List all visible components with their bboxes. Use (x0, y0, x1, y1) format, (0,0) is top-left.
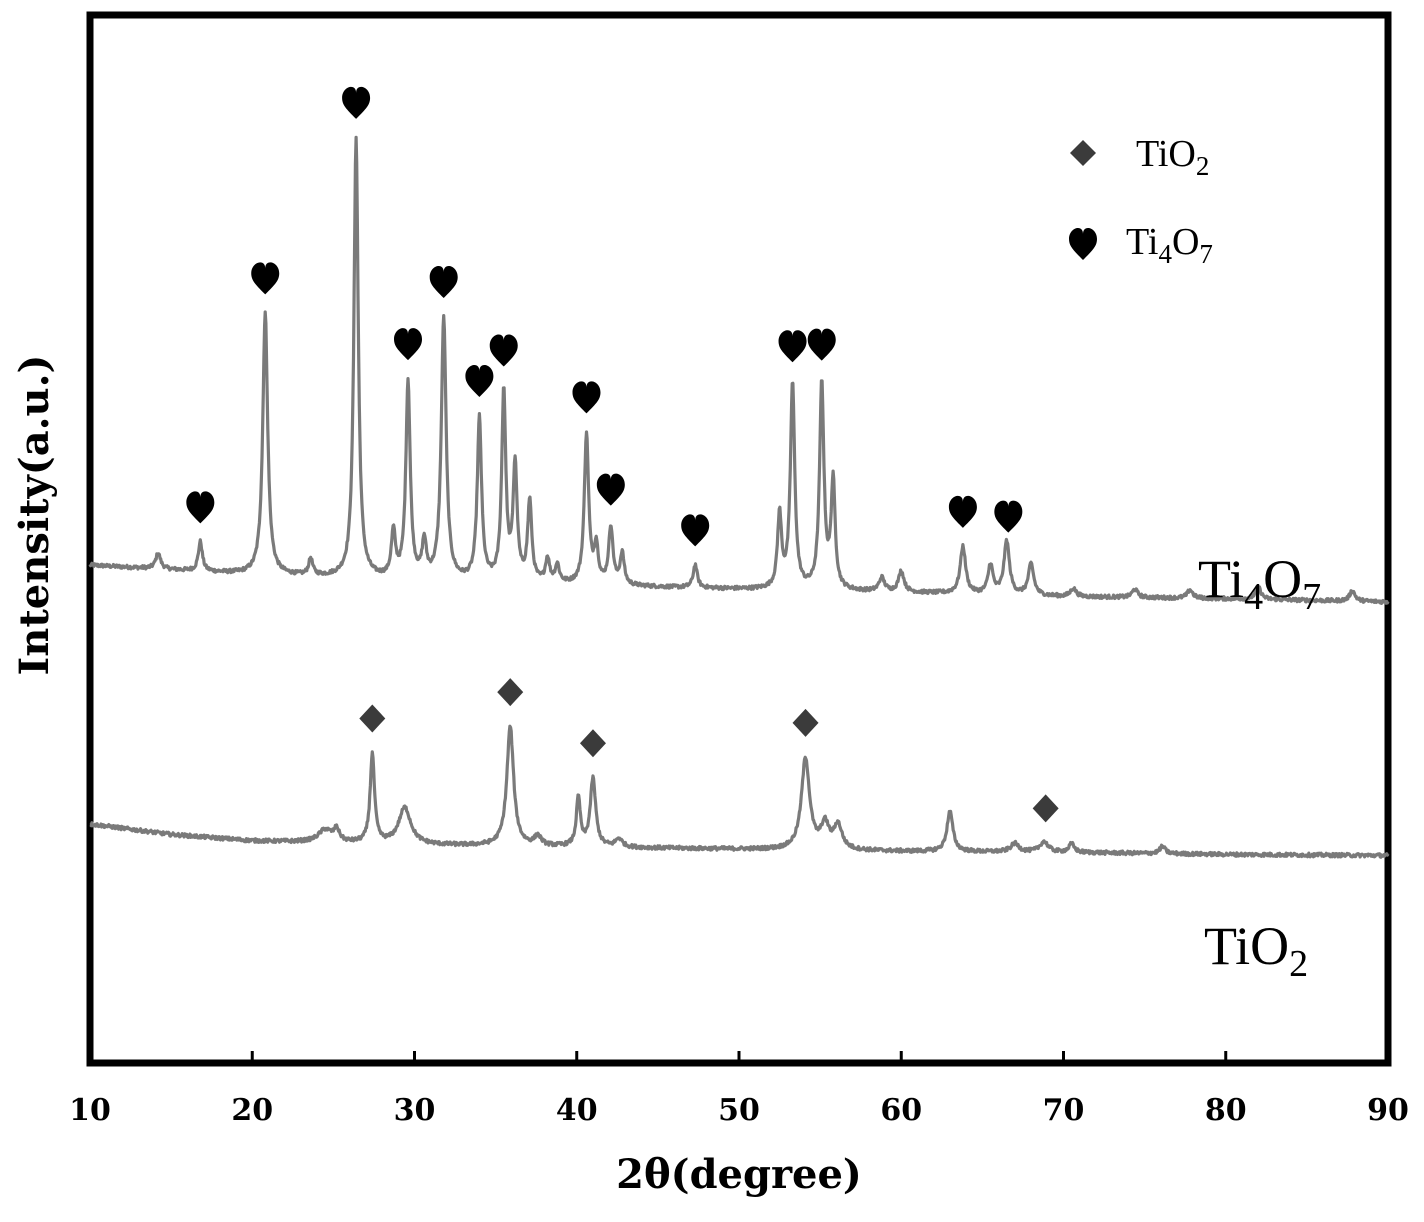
peak-marker-diamond-icon (1032, 794, 1059, 823)
legend: TiO2 Ti4O7 (1069, 133, 1213, 269)
x-tick-label-90: 90 (1367, 1093, 1409, 1128)
x-tick-label-80: 80 (1205, 1093, 1247, 1128)
peak-marker-diamond-icon (792, 708, 819, 737)
peak-marker-heart-icon (596, 473, 625, 506)
series-label-tio2: TiO2 (1204, 916, 1308, 985)
legend-label-tio2: TiO2 (1136, 133, 1209, 181)
x-tick-label-70: 70 (1043, 1093, 1085, 1128)
peak-marker-diamond-icon (579, 729, 606, 758)
peak-marker-heart-icon (251, 262, 280, 295)
series-line-ti4o7 (88, 135, 1390, 605)
peak-marker-heart-icon (572, 381, 601, 414)
peak-marker-heart-icon (994, 500, 1023, 533)
series-label-ti4o7: Ti4O7 (1198, 549, 1321, 618)
legend-heart-icon (1069, 228, 1097, 260)
x-tick-label-40: 40 (556, 1093, 598, 1128)
peak-markers (186, 86, 1059, 823)
x-axis-ticks: 10 20 30 40 50 60 70 80 90 (69, 1051, 1409, 1128)
series-label-ti4o7-sub2: 7 (1302, 576, 1321, 618)
peak-marker-heart-icon (489, 334, 518, 367)
peak-marker-heart-icon (342, 86, 371, 119)
legend-label-ti4o7-mid: O (1172, 221, 1199, 263)
peak-marker-diamond-icon (359, 704, 386, 733)
series-label-ti4o7-base: Ti (1198, 549, 1244, 609)
peak-marker-diamond-icon (497, 678, 524, 707)
legend-label-ti4o7-base: Ti (1126, 221, 1158, 263)
peak-marker-heart-icon (681, 514, 710, 547)
x-tick-label-50: 50 (718, 1093, 760, 1128)
legend-label-tio2-base: TiO (1136, 133, 1196, 175)
peak-marker-heart-icon (186, 491, 215, 524)
series-label-ti4o7-sub1: 4 (1244, 576, 1263, 618)
series-layer (88, 135, 1390, 859)
peak-marker-heart-icon (465, 364, 494, 397)
y-axis-title: Intensity(a.u.) (11, 355, 58, 676)
peak-marker-heart-icon (778, 330, 807, 363)
peak-marker-heart-icon (948, 495, 977, 528)
legend-label-tio2-sub: 2 (1196, 151, 1210, 181)
x-axis-title: 2θ(degree) (616, 1151, 862, 1198)
series-label-tio2-base: TiO (1204, 916, 1289, 976)
peak-marker-heart-icon (807, 328, 836, 361)
legend-label-ti4o7-sub1: 4 (1158, 239, 1172, 269)
series-label-ti4o7-mid: O (1263, 549, 1302, 609)
peak-marker-heart-icon (394, 328, 423, 361)
x-tick-label-20: 20 (231, 1093, 273, 1128)
legend-label-ti4o7-sub2: 7 (1199, 239, 1213, 269)
x-tick-label-60: 60 (880, 1093, 922, 1128)
legend-label-ti4o7: Ti4O7 (1126, 221, 1213, 269)
peak-marker-heart-icon (429, 266, 458, 299)
series-line-tio2 (89, 724, 1390, 859)
x-tick-label-10: 10 (69, 1093, 111, 1128)
series-label-tio2-sub: 2 (1289, 943, 1308, 985)
legend-diamond-icon (1070, 140, 1096, 166)
x-tick-label-30: 30 (394, 1093, 436, 1128)
